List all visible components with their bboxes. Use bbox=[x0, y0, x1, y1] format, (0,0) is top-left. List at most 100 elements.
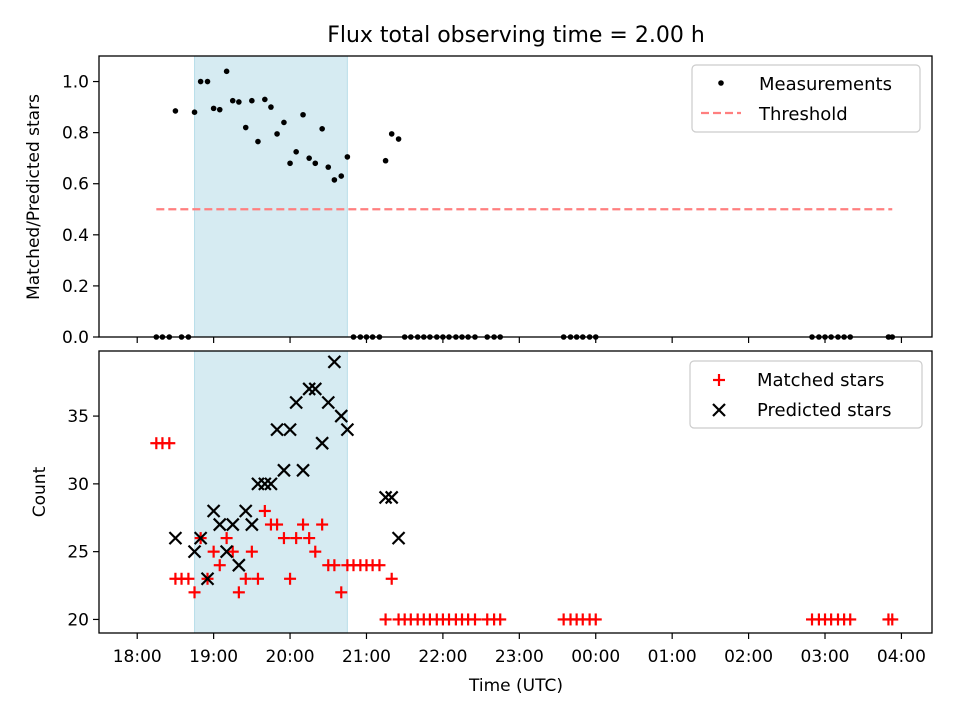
measurement-point bbox=[331, 177, 338, 183]
predicted-star-point bbox=[283, 422, 297, 437]
measurement-point bbox=[210, 105, 217, 112]
predicted-star-point bbox=[264, 477, 278, 491]
shaded-observing-span bbox=[194, 55, 348, 338]
predicted-star-point bbox=[168, 531, 183, 545]
predicted-star-point bbox=[302, 382, 316, 396]
legend-matched-marker bbox=[713, 374, 725, 386]
predicted-star-point bbox=[321, 395, 336, 410]
matched-star-point bbox=[232, 586, 245, 599]
predicted-star-point bbox=[334, 409, 349, 423]
measurement-point bbox=[325, 164, 332, 170]
bottom-legend: Matched stars Predicted stars bbox=[689, 360, 923, 429]
measurement-point bbox=[197, 78, 204, 85]
measurement-point bbox=[319, 126, 325, 132]
y-tick-label: 35 bbox=[67, 407, 89, 427]
matched-star-point bbox=[316, 518, 329, 531]
legend-matched-label: Matched stars bbox=[757, 370, 884, 391]
matched-star-point bbox=[220, 532, 233, 545]
y-tick-label: 20 bbox=[67, 610, 89, 630]
matched-star-point bbox=[258, 504, 271, 517]
x-tick-label: 23:00 bbox=[495, 647, 544, 667]
matched-star-point bbox=[226, 545, 239, 558]
matched-star-point bbox=[239, 572, 252, 585]
chart-title: Flux total observing time = 2.00 h bbox=[327, 23, 705, 48]
top-y-axis-label: Matched/Predicted stars bbox=[24, 94, 44, 300]
top-legend-box bbox=[691, 64, 921, 133]
matched-star-point bbox=[271, 518, 284, 531]
matched-star-point bbox=[844, 613, 857, 626]
x-tick-label: 18:00 bbox=[113, 647, 162, 667]
matched-star-point bbox=[284, 572, 297, 585]
measurement-point bbox=[287, 160, 293, 167]
measurement-point bbox=[255, 138, 261, 145]
measurement-point bbox=[249, 97, 255, 104]
matched-star-point bbox=[335, 586, 348, 599]
predicted-star-point bbox=[315, 436, 329, 450]
matched-star-point bbox=[589, 613, 602, 626]
y-tick-label: 0.8 bbox=[62, 124, 89, 144]
predicted-star-point bbox=[258, 477, 272, 491]
measurement-point bbox=[300, 111, 306, 118]
matched-star-point bbox=[207, 545, 220, 558]
top-legend: Measurements Threshold bbox=[691, 64, 921, 133]
matched-star-point bbox=[290, 532, 303, 545]
x-tick-label: 02:00 bbox=[724, 647, 773, 667]
matched-star-point bbox=[251, 572, 264, 585]
measurement-point bbox=[216, 106, 223, 113]
measurement-point bbox=[268, 104, 274, 110]
predicted-star-point bbox=[391, 531, 406, 545]
measurement-point bbox=[223, 68, 230, 75]
measurement-point bbox=[274, 131, 280, 137]
x-tick-label: 01:00 bbox=[648, 647, 697, 667]
legend-predicted-label: Predicted stars bbox=[757, 400, 891, 421]
predicted-star-point bbox=[193, 531, 208, 545]
predicted-star-point bbox=[289, 395, 303, 410]
measurement-point bbox=[281, 119, 287, 126]
matched-star-point bbox=[188, 586, 201, 599]
shaded-observing-span bbox=[194, 350, 348, 634]
matched-star-point bbox=[309, 545, 322, 558]
predicted-star-point bbox=[238, 504, 253, 518]
bottom-y-axis-label: Count bbox=[30, 466, 50, 517]
predicted-star-point bbox=[384, 490, 399, 505]
measurement-point bbox=[191, 109, 198, 115]
legend-measurements-marker bbox=[718, 80, 724, 86]
x-axis-label: Time (UTC) bbox=[468, 676, 563, 696]
matched-star-point bbox=[182, 572, 195, 585]
measurement-point bbox=[229, 97, 236, 104]
matched-star-point bbox=[163, 437, 176, 450]
matched-star-point bbox=[297, 518, 310, 531]
matched-star-point bbox=[468, 613, 481, 626]
y-tick-label: 0.0 bbox=[62, 328, 89, 348]
measurement-point bbox=[242, 124, 249, 131]
y-tick-label: 0.2 bbox=[62, 277, 89, 297]
matched-star-point bbox=[303, 532, 316, 545]
x-tick-label: 04:00 bbox=[877, 647, 926, 667]
matched-star-point bbox=[886, 613, 899, 626]
y-tick-label: 0.4 bbox=[62, 226, 89, 246]
matched-star-point bbox=[379, 613, 392, 626]
y-tick-label: 25 bbox=[67, 543, 89, 563]
legend-measurements-label: Measurements bbox=[759, 74, 892, 95]
legend-predicted-marker bbox=[712, 403, 726, 417]
matched-star-point bbox=[373, 559, 386, 572]
measurement-point bbox=[395, 136, 402, 142]
x-tick-label: 22:00 bbox=[418, 647, 467, 667]
x-tick-label: 03:00 bbox=[801, 647, 850, 667]
measurement-point bbox=[236, 99, 242, 105]
matched-star-point bbox=[494, 613, 507, 626]
bottom-axes-frame bbox=[98, 350, 933, 634]
predicted-star-point bbox=[219, 544, 234, 559]
predicted-star-point bbox=[200, 571, 215, 586]
x-tick-label: 00:00 bbox=[571, 647, 620, 667]
matched-star-point bbox=[328, 559, 341, 572]
legend-threshold-label: Threshold bbox=[758, 104, 848, 125]
predicted-star-point bbox=[225, 517, 240, 532]
measurement-point bbox=[312, 160, 319, 167]
measurement-point bbox=[382, 157, 389, 164]
predicted-star-point bbox=[270, 422, 284, 437]
y-tick-label: 30 bbox=[67, 475, 89, 495]
predicted-star-point bbox=[187, 544, 202, 559]
predicted-star-point bbox=[296, 463, 310, 478]
